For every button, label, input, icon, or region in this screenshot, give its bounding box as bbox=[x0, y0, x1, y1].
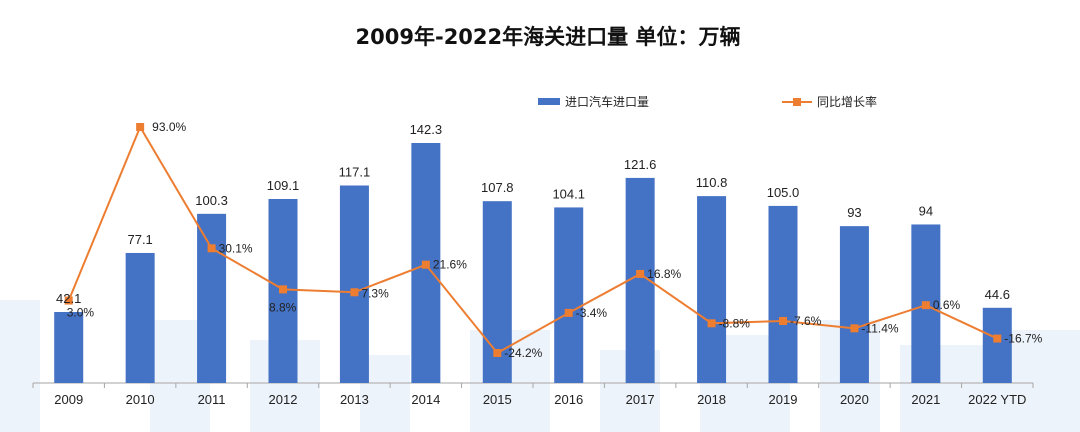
rate-value-label: -7.6% bbox=[790, 314, 822, 328]
rate-value-label: -16.7% bbox=[1004, 332, 1042, 346]
rate-value-label: -24.2% bbox=[504, 346, 542, 360]
bar-value-label: 93 bbox=[847, 205, 861, 220]
rate-value-label: 16.8% bbox=[647, 267, 681, 281]
bar-value-label: 94 bbox=[919, 203, 933, 218]
line-point bbox=[350, 288, 359, 297]
rate-value-label: -8.8% bbox=[719, 316, 751, 330]
x-tick-label: 2010 bbox=[126, 392, 155, 407]
x-tick-label: 2014 bbox=[411, 392, 440, 407]
bar bbox=[54, 311, 84, 383]
bar-value-label: 107.8 bbox=[481, 180, 514, 195]
bar-value-label: 104.1 bbox=[552, 186, 585, 201]
bar bbox=[768, 205, 798, 383]
rate-value-label: 8.8% bbox=[269, 300, 297, 314]
bar-value-label: 110.8 bbox=[696, 175, 728, 190]
rate-value-label: 93.0% bbox=[152, 120, 186, 134]
rate-value-label: 3.0% bbox=[67, 306, 95, 320]
rate-value-label: 21.6% bbox=[433, 258, 467, 272]
bar bbox=[697, 196, 727, 383]
line-point bbox=[207, 244, 216, 253]
line-point bbox=[136, 123, 145, 131]
bar-value-label: 42.1 bbox=[56, 291, 81, 306]
x-tick-label: 2013 bbox=[340, 392, 369, 407]
background-shape bbox=[0, 300, 40, 432]
bars bbox=[54, 143, 1012, 383]
x-tick-label: 2019 bbox=[769, 392, 798, 407]
x-tick-label: 2016 bbox=[554, 392, 583, 407]
bar bbox=[839, 226, 869, 383]
line-point bbox=[636, 269, 645, 278]
legend-swatch-bar bbox=[538, 98, 560, 105]
line-point bbox=[421, 260, 430, 269]
x-tick-label: 2012 bbox=[269, 392, 298, 407]
bar-value-label: 44.6 bbox=[985, 287, 1010, 302]
line-point bbox=[493, 349, 502, 357]
rate-value-label: -11.4% bbox=[861, 321, 898, 335]
bar-value-label: 77.1 bbox=[127, 232, 152, 247]
x-tick-label: 2022 YTD bbox=[968, 392, 1026, 407]
x-tick-label: 2017 bbox=[626, 392, 655, 407]
rate-value-label: 30.1% bbox=[219, 241, 253, 255]
line-point bbox=[850, 324, 859, 333]
x-tick-label: 2009 bbox=[54, 392, 83, 407]
legend: 进口汽车进口量 同比增长率 bbox=[538, 94, 877, 109]
line-point bbox=[707, 319, 716, 328]
bar-value-label: 100.3 bbox=[195, 193, 228, 208]
legend-swatch-marker bbox=[793, 98, 801, 106]
line-point bbox=[64, 296, 73, 305]
bar bbox=[125, 252, 155, 383]
bar bbox=[339, 185, 369, 383]
line-point bbox=[921, 301, 930, 310]
bar bbox=[982, 307, 1012, 383]
x-axis: 2009 2010 2011 2012 2013 2014 2015 2016 2017 2018… bbox=[32, 382, 1034, 407]
rate-value-label: 7.3% bbox=[361, 286, 389, 300]
x-tick-label: 2015 bbox=[483, 392, 512, 407]
line-point bbox=[279, 285, 287, 294]
x-tick-label: 2011 bbox=[198, 392, 226, 407]
legend-label-bar: 进口汽车进口量 bbox=[565, 94, 649, 109]
growth-line bbox=[64, 123, 1002, 357]
line-point bbox=[564, 308, 573, 317]
rate-value-label: -3.4% bbox=[576, 306, 608, 320]
data-labels: 42.1 77.1 100.3 109.1 117.1 142.3 107.8 104.1 12… bbox=[56, 120, 1043, 360]
bar bbox=[554, 207, 584, 383]
bar-value-label: 121.6 bbox=[624, 157, 657, 172]
x-tick-label: 2018 bbox=[697, 392, 726, 407]
chart-title: 2009年-2022年海关进口量 单位：万辆 bbox=[356, 25, 741, 49]
growth-line-path bbox=[67, 124, 998, 355]
bar-value-label: 105.0 bbox=[767, 185, 800, 200]
bar bbox=[197, 213, 227, 383]
line-point bbox=[779, 316, 787, 325]
line-point bbox=[993, 334, 1002, 343]
bar-value-label: 117.1 bbox=[339, 165, 371, 180]
bar-value-label: 109.1 bbox=[267, 178, 300, 193]
x-tick-label: 2020 bbox=[840, 392, 869, 407]
legend-label-line: 同比增长率 bbox=[817, 94, 877, 109]
x-tick-label: 2021 bbox=[911, 392, 940, 407]
bar-value-label: 142.3 bbox=[410, 122, 443, 137]
rate-value-label: 0.6% bbox=[933, 298, 961, 312]
